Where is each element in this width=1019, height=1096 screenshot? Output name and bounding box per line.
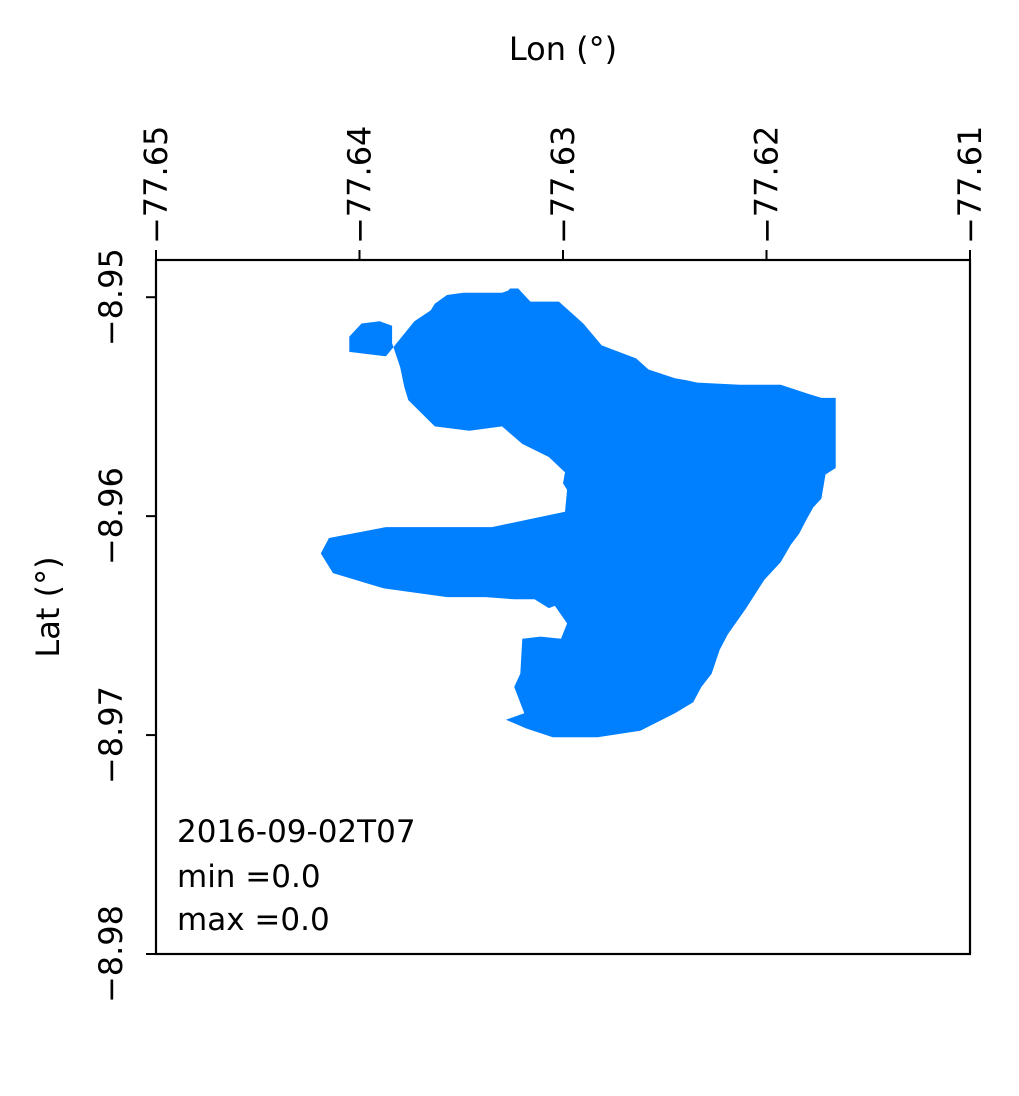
mask-region	[320, 288, 836, 738]
y-tick-label: −8.95	[92, 248, 130, 346]
y-tick-label: −8.96	[92, 467, 130, 565]
x-axis-label: Lon (°)	[509, 30, 617, 68]
annotation-timestamp: 2016-09-02T07	[177, 814, 416, 850]
annotation-max: max =0.0	[177, 902, 330, 938]
annotation-min: min =0.0	[177, 859, 321, 895]
y-axis-ticks: −8.95 −8.96 −8.97 −8.98	[92, 248, 156, 1003]
y-axis-label: Lat (°)	[29, 556, 67, 657]
y-tick-label: −8.97	[92, 686, 130, 784]
x-tick-label: −77.61	[951, 126, 989, 244]
x-tick-label: −77.64	[341, 126, 379, 244]
x-axis-ticks: −77.65 −77.64 −77.63 −77.62 −77.61	[137, 126, 989, 260]
y-tick-label: −8.98	[92, 905, 130, 1003]
x-tick-label: −77.65	[137, 126, 175, 244]
x-tick-label: −77.63	[544, 126, 582, 244]
x-tick-label: −77.62	[748, 126, 786, 244]
